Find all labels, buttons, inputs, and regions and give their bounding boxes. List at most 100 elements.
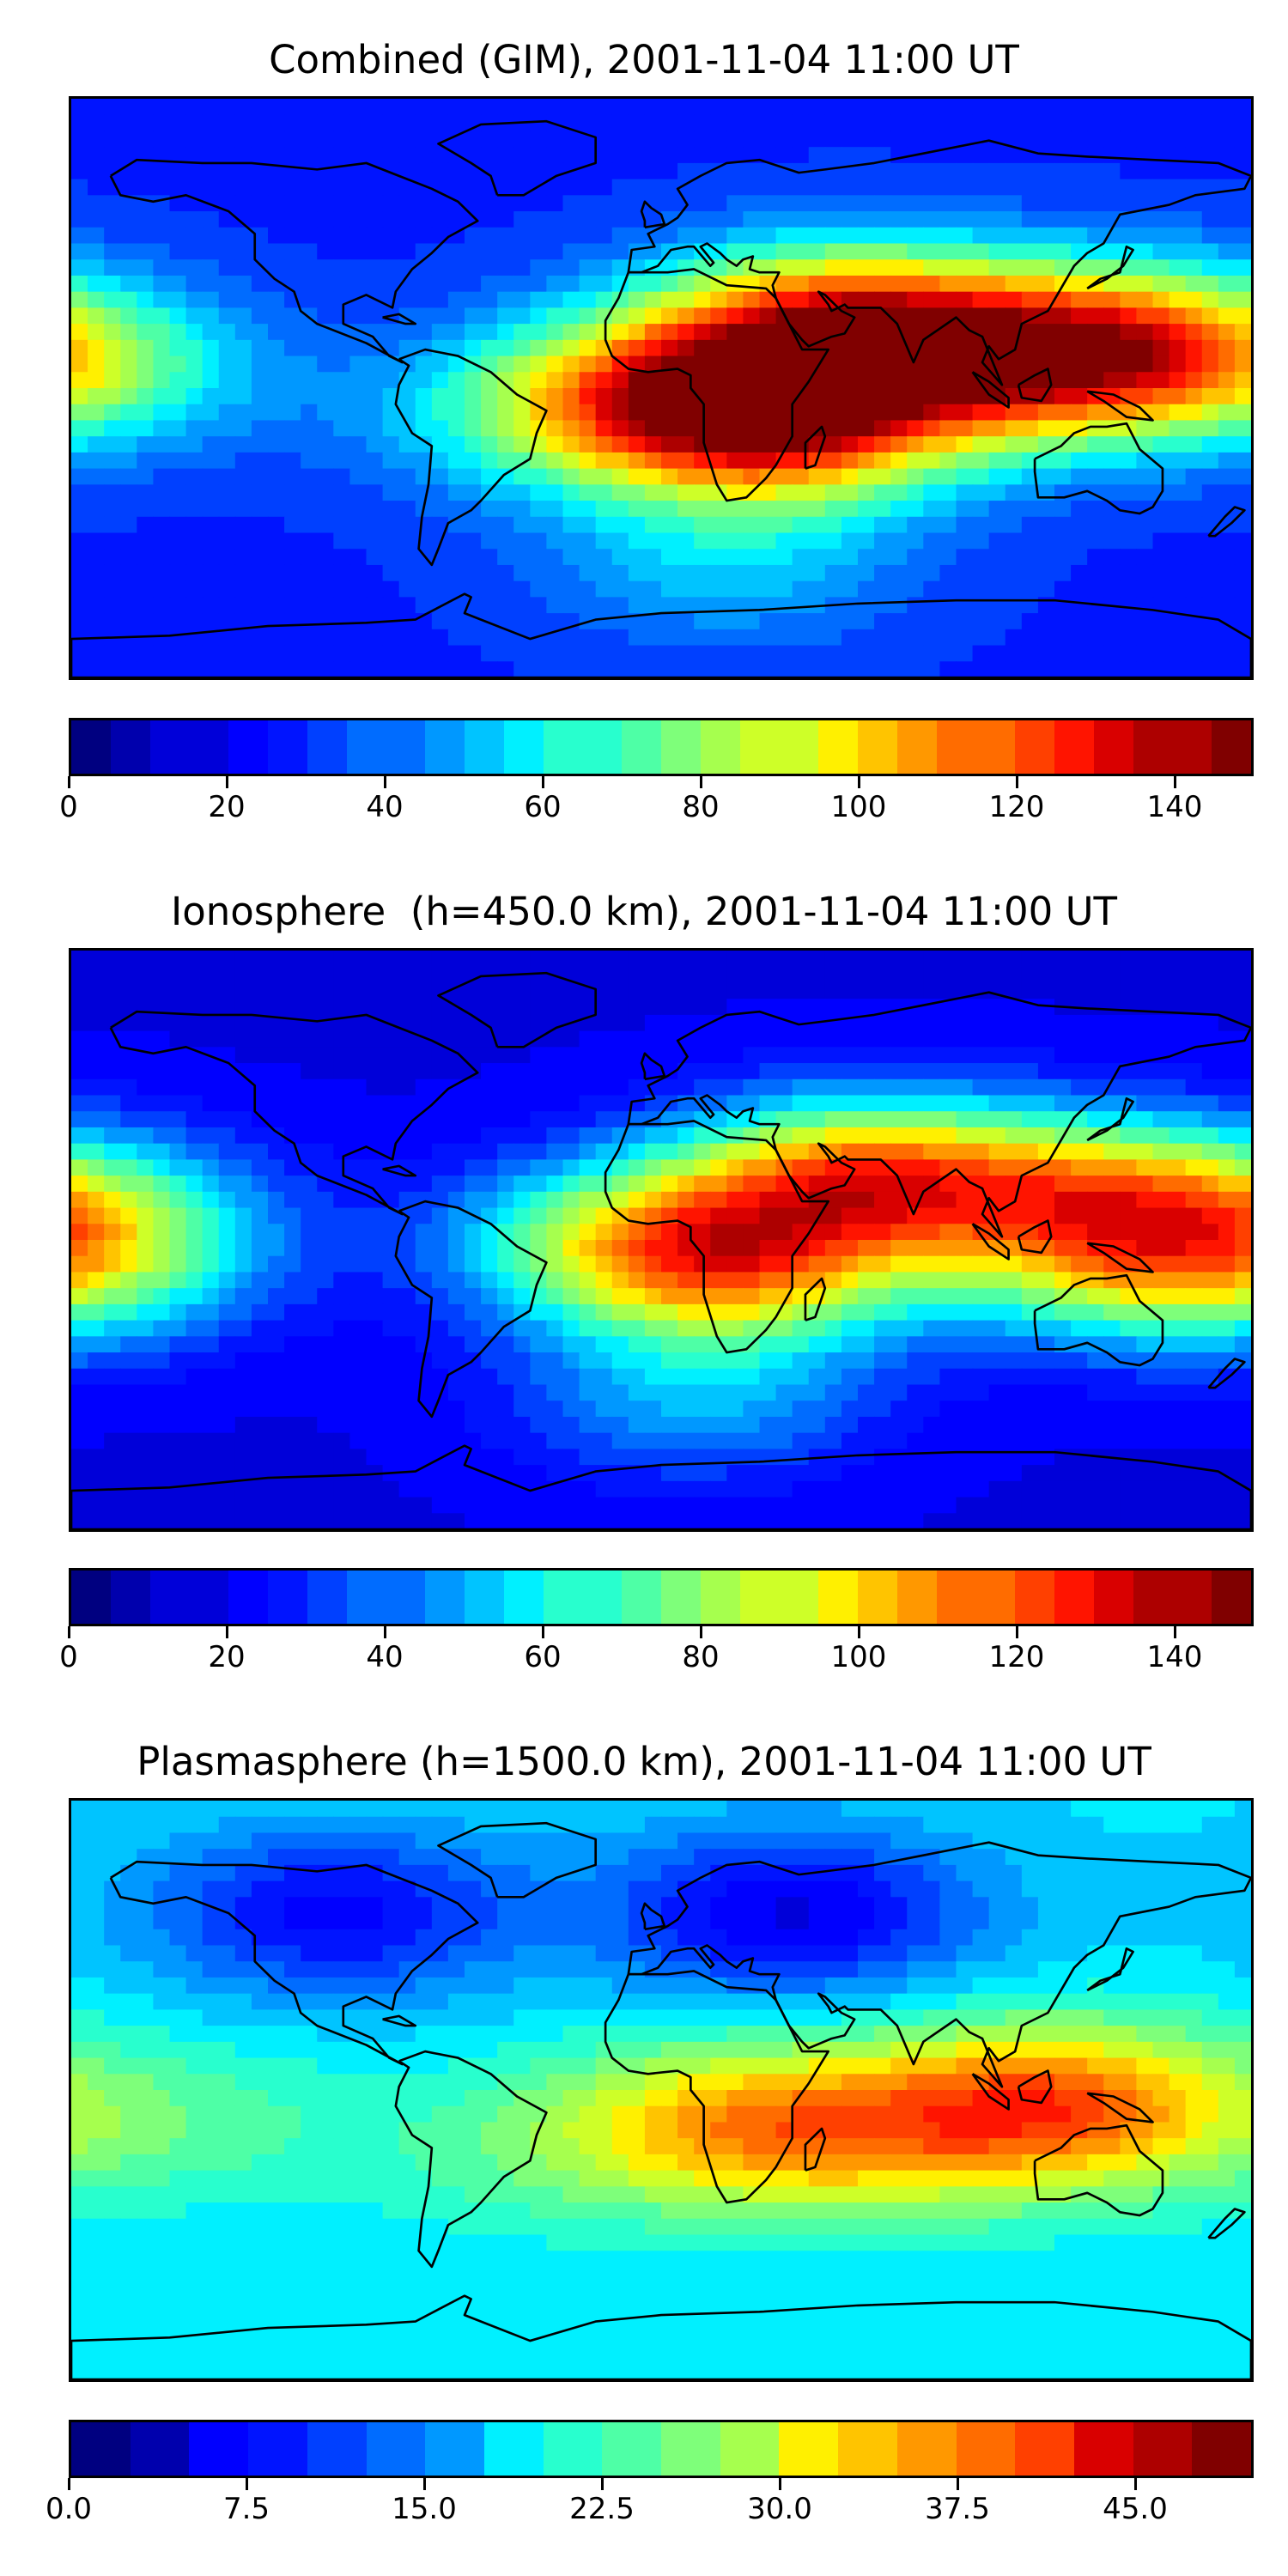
tec-cell xyxy=(579,324,597,341)
tec-cell xyxy=(710,597,727,614)
tec-cell xyxy=(694,1207,711,1224)
tec-cell xyxy=(398,1078,416,1097)
tec-cell xyxy=(611,1336,629,1353)
tec-cell xyxy=(988,1272,1006,1289)
tec-cell xyxy=(759,951,777,968)
tec-cell xyxy=(824,629,842,647)
tec-cell xyxy=(628,982,646,999)
tec-cell xyxy=(497,1047,514,1064)
tec-cell xyxy=(792,211,810,228)
tec-cell xyxy=(858,404,875,422)
tec-cell xyxy=(88,1078,105,1097)
tec-cell xyxy=(1037,131,1055,148)
tec-cell xyxy=(465,1191,482,1209)
tec-cell xyxy=(481,661,498,677)
tec-cell xyxy=(1201,597,1219,614)
tec-cell xyxy=(71,1143,88,1160)
tec-cell xyxy=(1152,211,1170,228)
tec-cell xyxy=(1152,355,1170,373)
tec-cell xyxy=(595,1272,613,1289)
tec-cell xyxy=(1103,564,1121,582)
tec-cell xyxy=(202,966,220,984)
tec-cell xyxy=(447,468,465,485)
tec-cell xyxy=(301,1014,318,1032)
tec-cell xyxy=(988,1400,1006,1418)
tec-cell xyxy=(988,404,1006,422)
tec-cell xyxy=(824,211,842,228)
tec-cell xyxy=(1218,966,1236,984)
tec-cell xyxy=(562,1047,580,1064)
colorbar-segment xyxy=(739,720,780,774)
tec-cell xyxy=(644,147,662,164)
tec-cell xyxy=(710,564,727,582)
tec-cell xyxy=(874,999,891,1016)
tec-cell xyxy=(939,1063,957,1080)
tec-cell xyxy=(447,162,465,180)
tec-cell xyxy=(415,388,433,405)
tec-cell xyxy=(775,147,793,164)
tec-cell xyxy=(907,114,924,132)
tec-cell xyxy=(431,324,449,341)
tec-cell xyxy=(301,1465,318,1482)
tec-cell xyxy=(185,564,204,582)
tec-cell xyxy=(939,516,957,534)
tec-cell xyxy=(513,1432,531,1449)
tec-cell xyxy=(775,1368,793,1386)
tec-cell xyxy=(759,982,777,999)
tec-cell xyxy=(398,645,416,662)
tec-cell xyxy=(104,372,121,389)
tec-cell xyxy=(513,339,531,357)
tec-cell xyxy=(824,1063,842,1080)
tec-cell xyxy=(546,532,564,550)
tec-cell xyxy=(1054,162,1072,180)
tec-cell xyxy=(1185,1176,1203,1193)
tec-cell xyxy=(301,549,318,566)
tec-cell xyxy=(956,1159,974,1176)
tec-cell xyxy=(858,259,875,276)
tec-cell xyxy=(1185,388,1203,405)
tec-cell xyxy=(301,1143,318,1160)
tec-cell xyxy=(972,404,990,422)
tec-cell xyxy=(513,259,531,276)
tec-cell xyxy=(202,452,220,470)
tec-cell xyxy=(1152,1240,1170,1257)
tec-cell xyxy=(513,982,531,999)
tec-cell xyxy=(874,645,891,662)
tec-cell xyxy=(611,1014,629,1032)
tec-cell xyxy=(694,484,711,501)
tec-cell xyxy=(1071,1030,1088,1048)
tec-cell xyxy=(562,580,580,598)
tec-cell xyxy=(382,114,400,132)
tec-cell xyxy=(530,243,547,260)
tec-cell xyxy=(1037,1303,1055,1321)
tec-cell xyxy=(218,355,236,373)
tec-cell xyxy=(1021,1272,1039,1289)
tec-cell xyxy=(858,532,875,550)
tec-cell xyxy=(1201,1432,1219,1449)
tec-cell xyxy=(333,1127,350,1145)
tec-cell xyxy=(1201,420,1219,437)
tec-cell xyxy=(530,1465,547,1482)
tec-cell xyxy=(120,597,137,614)
tec-cell xyxy=(284,404,301,422)
tec-cell xyxy=(169,227,187,245)
tec-cell xyxy=(988,1176,1006,1193)
tec-cell xyxy=(481,1078,498,1097)
tec-cell xyxy=(251,501,269,518)
tec-cell xyxy=(218,291,236,308)
tec-cell xyxy=(694,227,711,245)
tec-cell xyxy=(1021,1303,1039,1321)
tec-cell xyxy=(1087,1320,1104,1337)
tec-cell xyxy=(301,1303,318,1321)
tec-cell xyxy=(169,1207,187,1224)
tec-cell xyxy=(661,1352,678,1370)
tec-cell xyxy=(137,1078,154,1097)
tec-cell xyxy=(268,999,285,1016)
tec-cell xyxy=(1201,243,1219,260)
tec-cell xyxy=(447,966,465,984)
tec-cell xyxy=(759,99,777,116)
tec-cell xyxy=(726,1176,744,1193)
tec-cell xyxy=(759,355,777,373)
tec-cell xyxy=(185,1063,204,1080)
tec-cell xyxy=(923,1191,940,1209)
